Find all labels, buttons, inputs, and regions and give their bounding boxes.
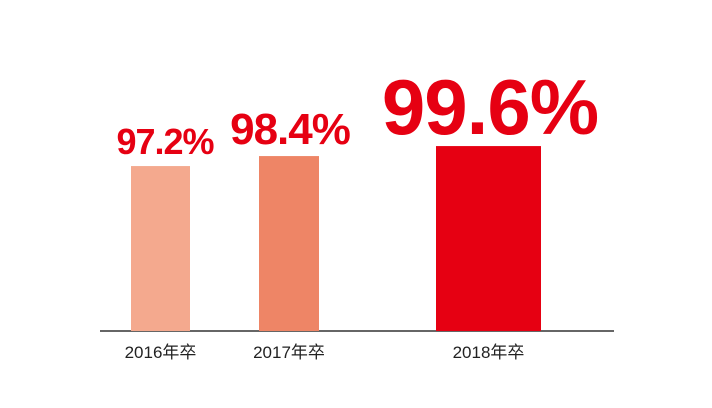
value-label: 98.4% xyxy=(230,105,350,154)
x-tick-label: 2017年卒 xyxy=(253,343,325,362)
bar xyxy=(436,146,541,331)
value-label: 97.2% xyxy=(116,121,214,162)
value-label: 99.6% xyxy=(382,63,598,151)
bar xyxy=(259,156,319,331)
x-tick-label: 2018年卒 xyxy=(453,343,525,362)
bar xyxy=(131,166,190,331)
x-tick-label: 2016年卒 xyxy=(125,343,197,362)
